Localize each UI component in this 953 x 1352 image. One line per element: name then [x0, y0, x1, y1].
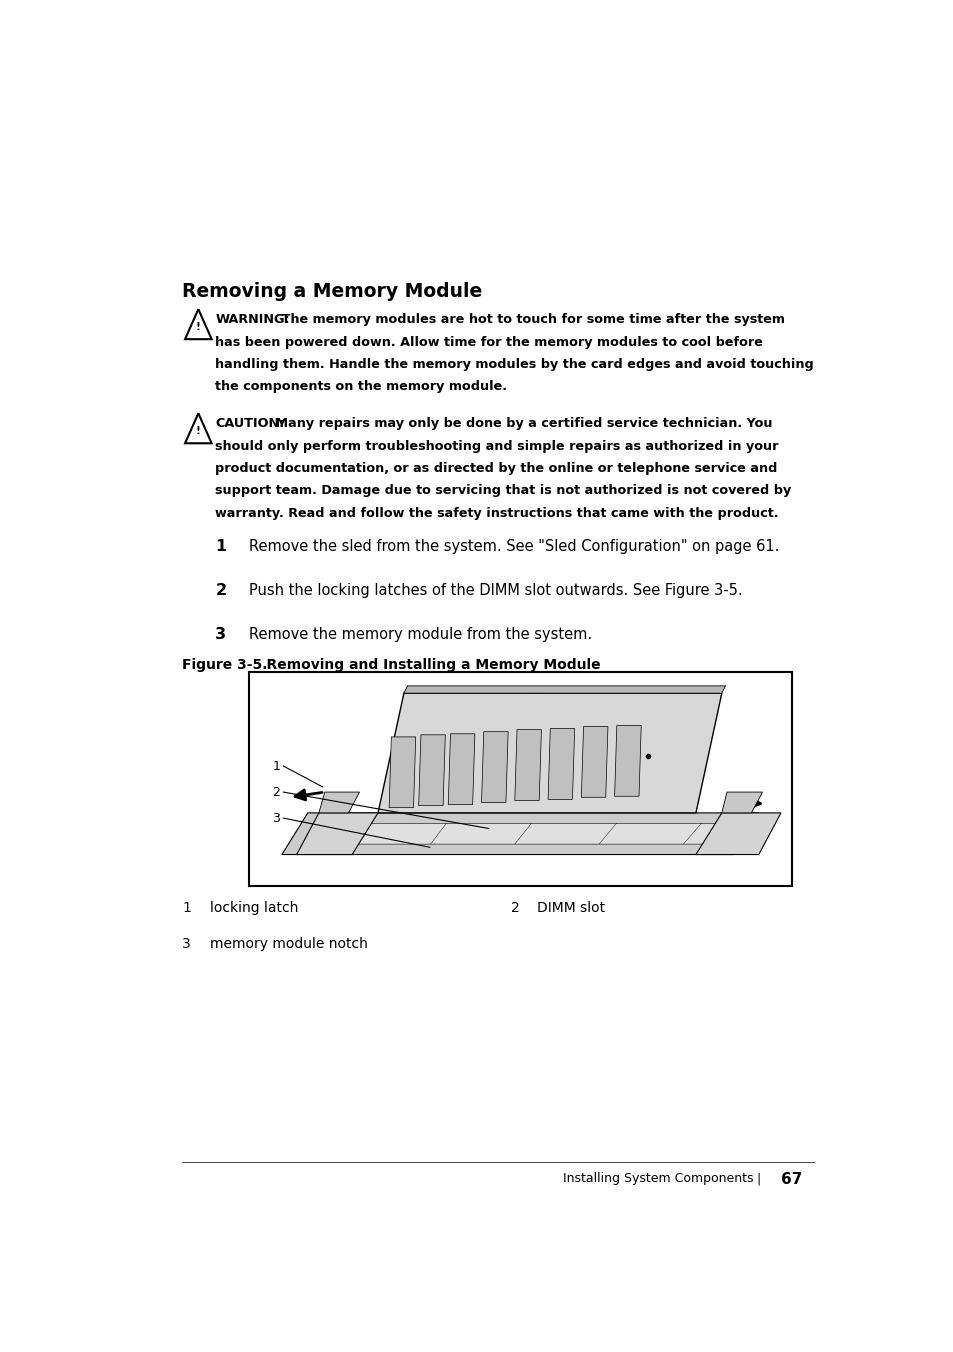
Text: 3: 3 — [215, 626, 226, 642]
Text: Installing System Components: Installing System Components — [562, 1172, 753, 1186]
Polygon shape — [614, 726, 640, 796]
Text: 3: 3 — [272, 811, 280, 825]
Polygon shape — [448, 734, 475, 804]
Polygon shape — [721, 792, 761, 813]
Text: !: ! — [195, 426, 200, 437]
Text: product documentation, or as directed by the online or telephone service and: product documentation, or as directed by… — [215, 462, 777, 475]
Polygon shape — [403, 685, 724, 694]
Text: 1: 1 — [272, 760, 280, 772]
Text: !: ! — [195, 322, 200, 333]
Bar — [249, 672, 791, 886]
Polygon shape — [515, 730, 541, 800]
Polygon shape — [580, 726, 607, 798]
Text: locking latch: locking latch — [210, 902, 298, 915]
Polygon shape — [304, 823, 743, 844]
Text: memory module notch: memory module notch — [210, 937, 368, 950]
Text: Remove the sled from the system. See "Sled Configuration" on page 61.: Remove the sled from the system. See "Sl… — [249, 539, 779, 554]
Text: |: | — [756, 1172, 760, 1186]
Polygon shape — [318, 792, 359, 813]
Text: Many repairs may only be done by a certified service technician. You: Many repairs may only be done by a certi… — [271, 418, 772, 430]
Text: support team. Damage due to servicing that is not authorized is not covered by: support team. Damage due to servicing th… — [215, 484, 791, 498]
Text: handling them. Handle the memory modules by the card edges and avoid touching: handling them. Handle the memory modules… — [215, 358, 813, 370]
Text: should only perform troubleshooting and simple repairs as authorized in your: should only perform troubleshooting and … — [215, 439, 778, 453]
Text: 1: 1 — [215, 539, 226, 554]
Text: 2: 2 — [272, 786, 280, 799]
Polygon shape — [547, 729, 574, 799]
Text: Remove the memory module from the system.: Remove the memory module from the system… — [249, 626, 591, 642]
Text: 1: 1 — [182, 902, 191, 915]
Text: warranty. Read and follow the safety instructions that came with the product.: warranty. Read and follow the safety ins… — [215, 507, 778, 519]
Polygon shape — [296, 813, 377, 854]
Polygon shape — [377, 694, 721, 813]
Text: 2: 2 — [511, 902, 519, 915]
Polygon shape — [418, 735, 445, 806]
Text: Figure 3-5.: Figure 3-5. — [182, 658, 267, 672]
Text: Removing a Memory Module: Removing a Memory Module — [182, 283, 482, 301]
Polygon shape — [696, 813, 781, 854]
Text: The memory modules are hot to touch for some time after the system: The memory modules are hot to touch for … — [276, 314, 784, 326]
Text: the components on the memory module.: the components on the memory module. — [215, 380, 507, 393]
Text: WARNING:: WARNING: — [215, 314, 290, 326]
Text: has been powered down. Allow time for the memory modules to cool before: has been powered down. Allow time for th… — [215, 335, 762, 349]
Polygon shape — [282, 813, 758, 854]
Text: 3: 3 — [182, 937, 191, 950]
Text: DIMM slot: DIMM slot — [537, 902, 604, 915]
Polygon shape — [389, 737, 416, 807]
Text: Push the locking latches of the DIMM slot outwards. See Figure 3-5.: Push the locking latches of the DIMM slo… — [249, 583, 741, 598]
Polygon shape — [481, 731, 508, 803]
Text: 67: 67 — [781, 1172, 801, 1187]
Text: 2: 2 — [215, 583, 226, 598]
Text: CAUTION:: CAUTION: — [215, 418, 284, 430]
Text: Removing and Installing a Memory Module: Removing and Installing a Memory Module — [247, 658, 600, 672]
